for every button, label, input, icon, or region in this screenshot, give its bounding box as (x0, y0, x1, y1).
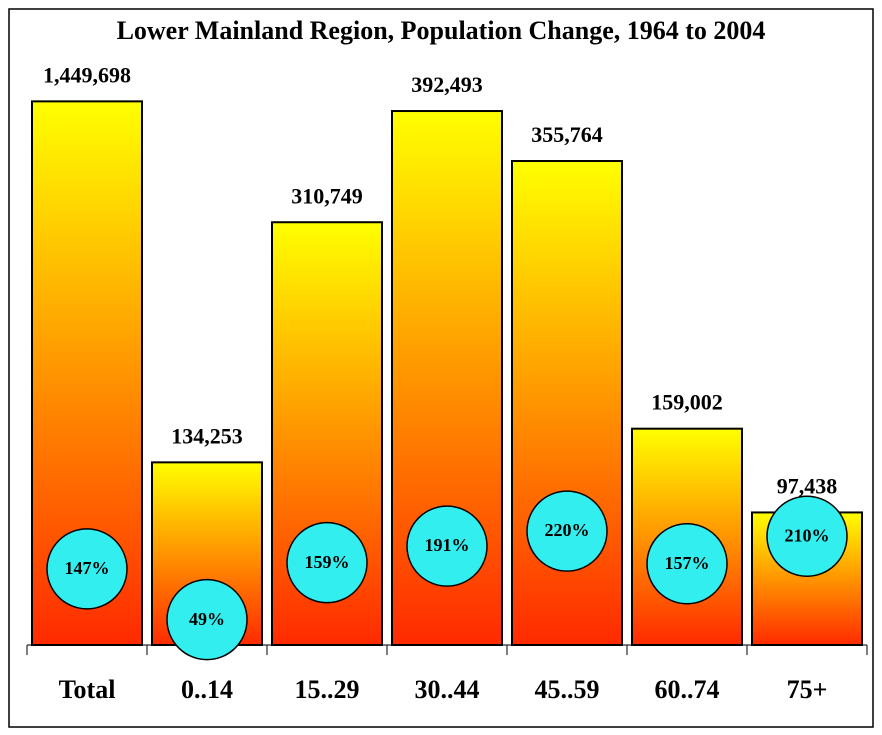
x-tick-label: 60..74 (655, 675, 720, 704)
percent-label: 159% (305, 552, 350, 572)
percent-marker (286, 521, 368, 604)
frame (8, 8, 874, 728)
percent-label: 191% (425, 535, 470, 555)
percent-label: 220% (545, 520, 590, 540)
percent-label: 210% (785, 525, 830, 545)
percent-marker (46, 528, 128, 610)
x-tick-label: 15..29 (295, 675, 360, 704)
x-tick-label: 75+ (787, 675, 828, 704)
value-label: 159,002 (651, 390, 723, 415)
value-label: 355,764 (531, 122, 603, 147)
percent-marker (406, 505, 488, 587)
percent-label: 49% (189, 609, 225, 629)
percent-marker (526, 490, 608, 572)
percent-label: 157% (665, 553, 710, 573)
value-label: 134,253 (171, 423, 243, 448)
bar (511, 159, 623, 646)
chart-title: Lower Mainland Region, Population Change… (117, 16, 766, 45)
percent-label: 147% (65, 558, 110, 578)
value-label: 1,449,698 (43, 62, 131, 87)
value-label: 97,438 (777, 473, 838, 498)
x-tick-label: Total (59, 675, 116, 704)
percent-marker (646, 522, 728, 605)
x-tick-label: 0..14 (181, 675, 233, 704)
percent-marker (766, 495, 848, 578)
percent-marker (166, 578, 248, 661)
value-label: 310,749 (291, 183, 363, 208)
x-tick-label: 45..59 (535, 675, 600, 704)
x-tick-label: 30..44 (415, 675, 480, 704)
value-label: 392,493 (411, 72, 483, 97)
